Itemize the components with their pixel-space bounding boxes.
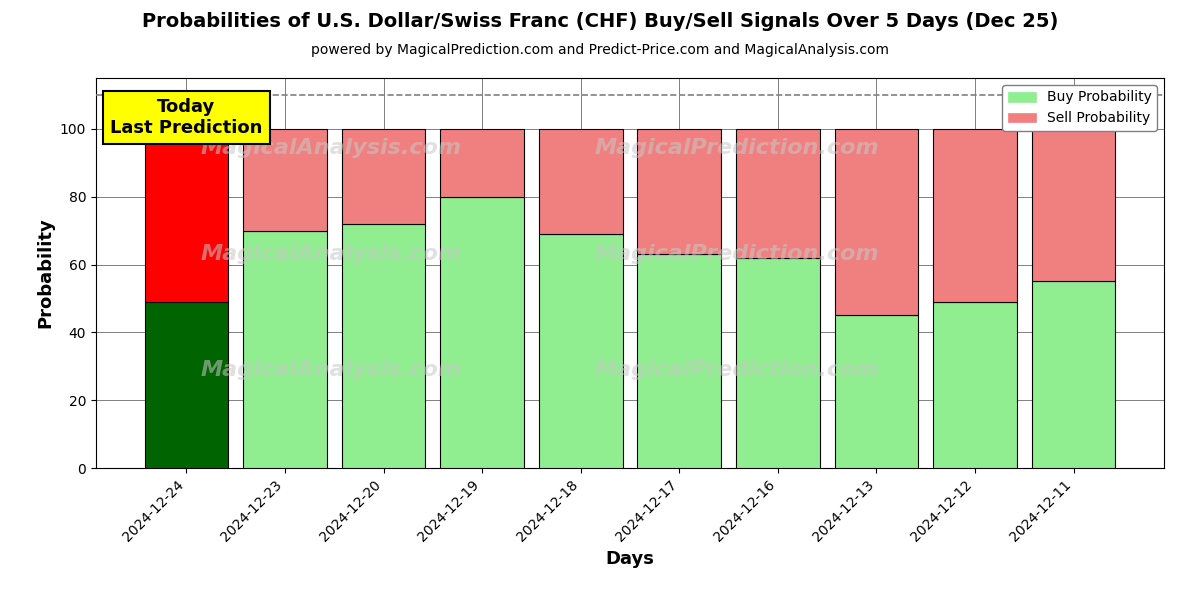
Bar: [539, 129, 623, 234]
Bar: [539, 234, 623, 468]
Bar: [736, 129, 820, 258]
X-axis label: Days: Days: [606, 550, 654, 568]
Text: MagicalAnalysis.com: MagicalAnalysis.com: [200, 361, 462, 380]
Legend: Buy Probability, Sell Probability: Buy Probability, Sell Probability: [1002, 85, 1157, 131]
Text: MagicalPrediction.com: MagicalPrediction.com: [594, 138, 880, 158]
Bar: [934, 302, 1016, 468]
Text: Probabilities of U.S. Dollar/Swiss Franc (CHF) Buy/Sell Signals Over 5 Days (Dec: Probabilities of U.S. Dollar/Swiss Franc…: [142, 12, 1058, 31]
Bar: [144, 129, 228, 302]
Bar: [1032, 129, 1116, 281]
Bar: [144, 302, 228, 468]
Text: MagicalPrediction.com: MagicalPrediction.com: [594, 244, 880, 263]
Bar: [736, 258, 820, 468]
Bar: [440, 129, 524, 197]
Bar: [834, 316, 918, 468]
Bar: [1032, 281, 1116, 468]
Bar: [934, 129, 1016, 302]
Bar: [244, 230, 326, 468]
Bar: [244, 129, 326, 230]
Text: MagicalPrediction.com: MagicalPrediction.com: [594, 361, 880, 380]
Text: MagicalAnalysis.com: MagicalAnalysis.com: [200, 244, 462, 263]
Bar: [637, 129, 721, 254]
Bar: [637, 254, 721, 468]
Text: powered by MagicalPrediction.com and Predict-Price.com and MagicalAnalysis.com: powered by MagicalPrediction.com and Pre…: [311, 43, 889, 57]
Text: MagicalAnalysis.com: MagicalAnalysis.com: [200, 138, 462, 158]
Bar: [342, 129, 426, 224]
Y-axis label: Probability: Probability: [36, 218, 54, 328]
Bar: [342, 224, 426, 468]
Bar: [834, 129, 918, 316]
Text: Today
Last Prediction: Today Last Prediction: [110, 98, 263, 137]
Bar: [440, 197, 524, 468]
